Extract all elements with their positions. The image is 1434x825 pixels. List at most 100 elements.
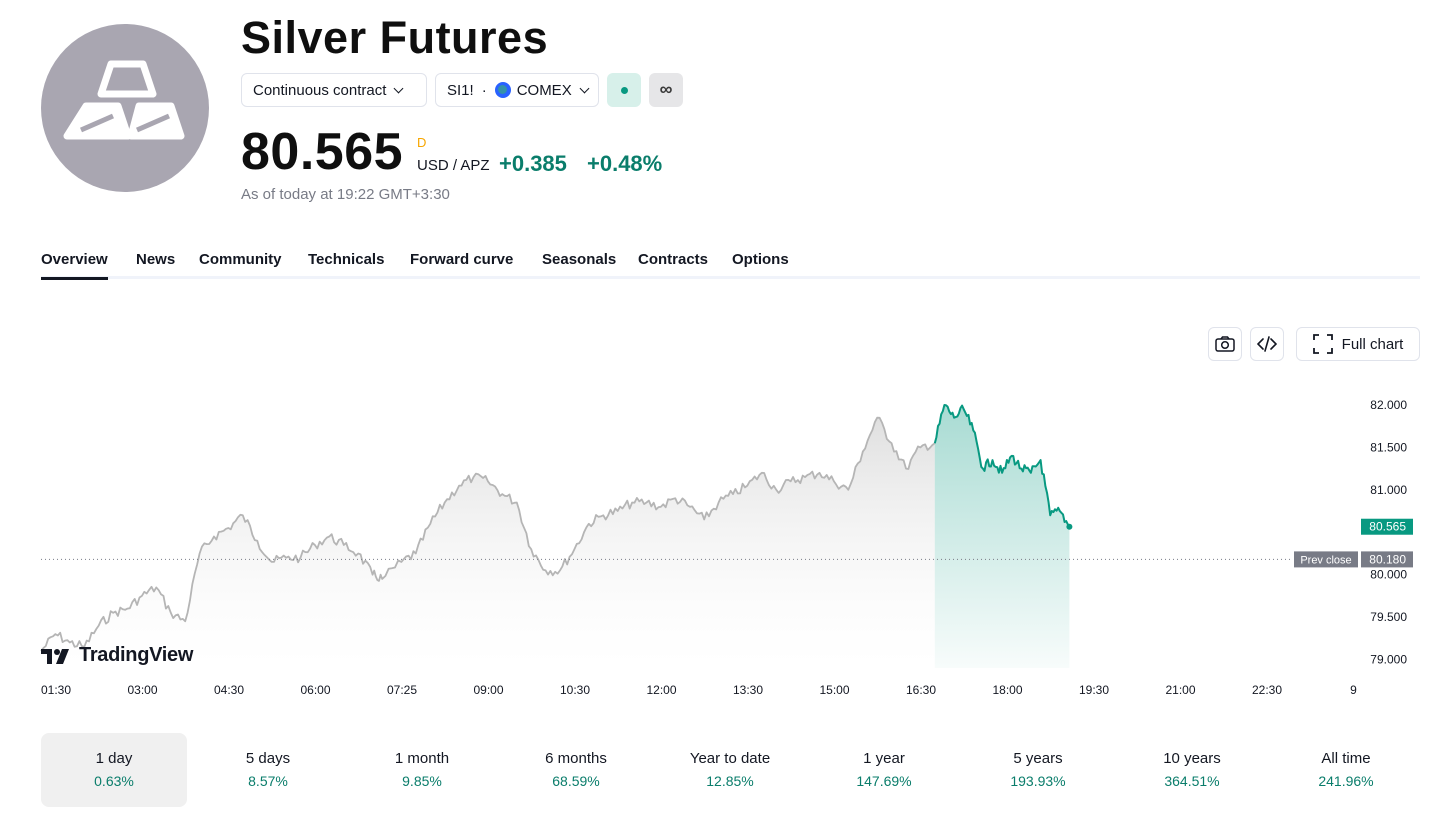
- x-tick-label: 12:00: [646, 683, 676, 697]
- exchange-name: COMEX: [516, 81, 572, 99]
- tab-seasonals[interactable]: Seasonals: [542, 251, 617, 268]
- period-value: 241.96%: [1318, 773, 1374, 789]
- x-tick-label: 13:30: [733, 683, 763, 697]
- prev-close-label-badge: [1294, 551, 1358, 568]
- period-label: 5 years: [1013, 750, 1063, 767]
- period-1-year[interactable]: 1 year 147.69%: [811, 733, 957, 807]
- period-value: 0.63%: [94, 773, 134, 789]
- tradingview-watermark: TradingView: [41, 644, 193, 667]
- period-value: 8.57%: [248, 773, 288, 789]
- period-value: 147.69%: [856, 773, 912, 789]
- y-tick-label: 81.000: [1370, 483, 1407, 497]
- price-chart[interactable]: 82.000 81.500 81.000 80.000 79.500 79.000 01:…: [0, 370, 1434, 710]
- x-tick-label: 10:30: [560, 683, 590, 697]
- period-label: 10 years: [1163, 750, 1221, 767]
- period-label: 5 days: [245, 750, 291, 767]
- x-tick-label: 04:30: [214, 683, 244, 697]
- period-label: 6 months: [545, 750, 607, 767]
- exchange-globe-icon: [494, 82, 511, 98]
- x-tick-label: 19:30: [1079, 683, 1109, 697]
- x-tick-label: 06:00: [300, 683, 330, 697]
- price-change-percent: +0.48%: [587, 151, 663, 176]
- x-tick-label: 9: [1350, 683, 1357, 697]
- x-tick-label: 16:30: [906, 683, 936, 697]
- silver-bars-icon: [63, 60, 185, 140]
- contract-type-dropdown[interactable]: Continuous contract: [241, 73, 427, 107]
- interval-flag: D: [417, 135, 427, 150]
- period-10-years[interactable]: 10 years 364.51%: [1119, 733, 1265, 807]
- x-tick-label: 01:30: [41, 683, 71, 697]
- period-label: All time: [1321, 750, 1371, 767]
- x-tick-label: 09:00: [473, 683, 503, 697]
- performance-periods: 1 day 0.63% 5 days 8.57% 1 month 9.85% 6…: [41, 733, 1420, 807]
- period-label: 1 year: [863, 750, 905, 767]
- tradingview-logo-icon: [41, 648, 69, 664]
- section-tabs: Overview News Community Technicals Forwa…: [41, 249, 1420, 280]
- period-label: 1 month: [394, 750, 450, 767]
- last-price-badge-text: 80.565: [1369, 520, 1406, 534]
- symbol-logo: [41, 24, 209, 192]
- tab-forward-curve[interactable]: Forward curve: [410, 251, 514, 268]
- series-area-session: [934, 405, 1070, 668]
- y-tick-label: 81.500: [1370, 440, 1407, 454]
- price-change: +0.385: [499, 151, 567, 176]
- full-chart-label: Full chart: [1341, 335, 1404, 353]
- last-point-marker: [1066, 523, 1073, 530]
- embed-button[interactable]: [1250, 327, 1284, 361]
- x-tick-label: 15:00: [819, 683, 849, 697]
- period-1-month[interactable]: 1 month 9.85%: [349, 733, 495, 807]
- period-1-day[interactable]: 1 day 0.63%: [41, 733, 187, 807]
- market-status-button[interactable]: [607, 73, 641, 107]
- full-chart-button[interactable]: Full chart: [1296, 327, 1420, 361]
- period-5-days[interactable]: 5 days 8.57%: [195, 733, 341, 807]
- tab-news[interactable]: News: [136, 251, 176, 268]
- contract-type-label: Continuous contract: [253, 81, 387, 99]
- period-year-to-date[interactable]: Year to date 12.85%: [657, 733, 803, 807]
- fullscreen-icon: [1312, 334, 1333, 354]
- x-tick-label: 22:30: [1252, 683, 1282, 697]
- y-tick-label: 82.000: [1370, 398, 1407, 412]
- x-tick-label: 18:00: [992, 683, 1022, 697]
- page-title: Silver Futures: [241, 12, 549, 63]
- tab-technicals[interactable]: Technicals: [308, 251, 385, 268]
- period-6-months[interactable]: 6 months 68.59%: [503, 733, 649, 807]
- period-value: 9.85%: [402, 773, 442, 789]
- x-tick-label: 03:00: [127, 683, 157, 697]
- x-tick-label: 07:25: [387, 683, 417, 697]
- code-icon: [1257, 336, 1277, 352]
- period-value: 364.51%: [1164, 773, 1220, 789]
- symbol-separator: ·: [481, 81, 487, 99]
- tab-contracts[interactable]: Contracts: [638, 251, 709, 268]
- tab-community[interactable]: Community: [199, 251, 282, 268]
- last-price: 80.565: [241, 123, 404, 181]
- period-value: 193.93%: [1010, 773, 1066, 789]
- period-label: 1 day: [95, 750, 133, 767]
- period-5-years[interactable]: 5 years 193.93%: [965, 733, 1111, 807]
- prev-close-value-badge: [1361, 551, 1413, 568]
- camera-icon: [1215, 336, 1235, 352]
- tab-options[interactable]: Options: [732, 251, 789, 268]
- symbol-ticker: SI1!: [447, 81, 474, 99]
- x-tick-label: 21:00: [1165, 683, 1195, 697]
- series-line-session: [933, 404, 1071, 528]
- period-label: Year to date: [689, 750, 771, 767]
- series-area-pre-session: [41, 417, 935, 668]
- y-tick-label: 79.500: [1370, 610, 1407, 624]
- quote-timestamp: As of today at 19:22 GMT+3:30: [241, 186, 450, 203]
- chevron-down-icon: [579, 83, 590, 93]
- period-value: 12.85%: [706, 773, 754, 789]
- y-tick-label: 80.000: [1370, 568, 1407, 582]
- tab-overview[interactable]: Overview: [41, 251, 108, 280]
- price-currency: USD / APZ: [417, 157, 490, 174]
- series-line-pre-session: [40, 416, 936, 652]
- period-value: 68.59%: [552, 773, 600, 789]
- chevron-down-icon: [393, 83, 404, 93]
- last-price-badge: [1361, 518, 1413, 535]
- snapshot-button[interactable]: [1208, 327, 1242, 361]
- period-all-time[interactable]: All time 241.96%: [1273, 733, 1419, 807]
- market-open-dot-icon: [621, 87, 628, 94]
- infinity-icon[interactable]: ∞: [649, 73, 683, 107]
- symbol-exchange-dropdown[interactable]: SI1! · COMEX: [435, 73, 599, 107]
- tradingview-wordmark: TradingView: [79, 644, 194, 666]
- y-tick-label: 79.000: [1370, 653, 1407, 667]
